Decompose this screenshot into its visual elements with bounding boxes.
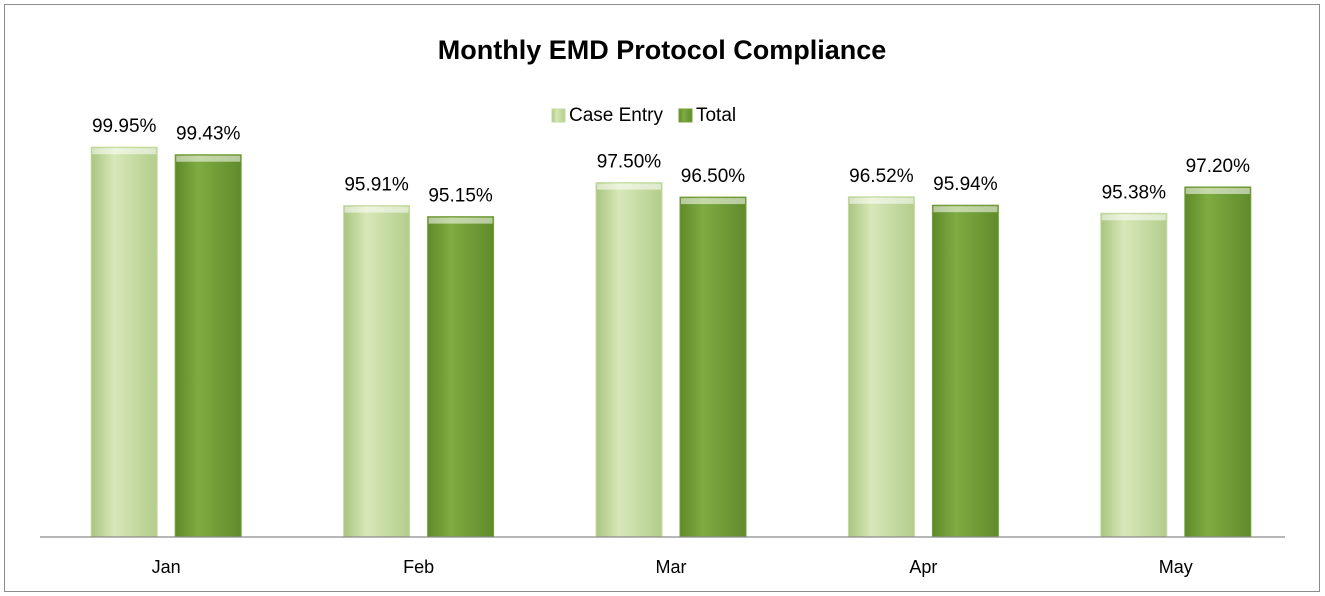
bar — [343, 205, 411, 538]
bar-highlight — [849, 197, 914, 204]
x-tick-label: May — [1159, 557, 1193, 577]
data-label: 99.95% — [92, 116, 157, 137]
x-tick-label: Apr — [909, 557, 937, 577]
data-label: 95.94% — [933, 174, 998, 195]
bar — [174, 154, 242, 538]
data-label: 95.15% — [428, 186, 493, 207]
data-label: 95.91% — [344, 175, 409, 196]
bar-highlight — [176, 155, 241, 162]
data-label: 95.38% — [1102, 182, 1167, 203]
bar — [595, 182, 663, 538]
x-tick-label: Mar — [656, 557, 687, 577]
legend-label: Case Entry — [569, 105, 663, 126]
bar-highlight — [344, 206, 409, 213]
data-label: 96.52% — [849, 166, 914, 187]
bar — [847, 196, 915, 538]
bar-highlight — [933, 206, 998, 213]
bar-highlight — [92, 148, 157, 155]
bar — [679, 196, 747, 538]
bar-highlight — [597, 183, 661, 190]
x-tick-label: Feb — [403, 557, 434, 577]
legend-swatch — [678, 108, 693, 123]
legend-swatch — [551, 108, 566, 123]
bar-highlight — [681, 198, 745, 205]
bar-highlight — [1101, 214, 1166, 221]
bar — [427, 216, 495, 538]
bar-highlight — [428, 217, 493, 224]
bar — [1100, 212, 1168, 538]
bar — [1184, 186, 1252, 538]
data-label: 97.50% — [597, 152, 662, 173]
data-label: 96.50% — [681, 166, 746, 187]
chart-title: Monthly EMD Protocol Compliance — [438, 35, 887, 65]
x-tick-label: Jan — [152, 557, 181, 577]
bar — [931, 204, 999, 538]
bar — [90, 146, 158, 538]
data-label: 97.20% — [1186, 156, 1251, 177]
data-label: 99.43% — [176, 124, 241, 145]
bar-highlight — [1185, 187, 1250, 194]
legend: Case Entry Total — [551, 105, 736, 126]
legend-label: Total — [696, 105, 736, 126]
